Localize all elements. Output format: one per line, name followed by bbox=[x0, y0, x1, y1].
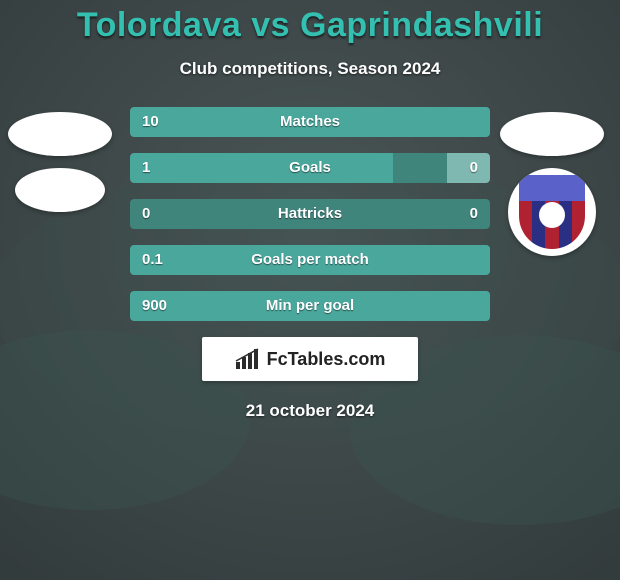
soccer-ball-icon bbox=[539, 202, 565, 228]
right-player-avatar-placeholder bbox=[500, 112, 604, 156]
right-club-badge bbox=[508, 168, 596, 256]
left-player-column bbox=[0, 112, 120, 224]
bar-label: Goals per match bbox=[130, 245, 490, 275]
bar-label: Matches bbox=[130, 107, 490, 137]
bar-label: Goals bbox=[130, 153, 490, 183]
bar-label: Min per goal bbox=[130, 291, 490, 321]
bar-value-right: 0 bbox=[470, 153, 478, 183]
stat-row: Min per goal900 bbox=[130, 291, 490, 321]
bar-value-left: 0.1 bbox=[142, 245, 163, 275]
bar-value-left: 900 bbox=[142, 291, 167, 321]
stat-bars: Matches10Goals10Hattricks00Goals per mat… bbox=[130, 107, 490, 321]
date-text: 21 october 2024 bbox=[0, 401, 620, 421]
stat-row: Goals1 0 bbox=[130, 153, 490, 183]
left-club-badge-placeholder bbox=[15, 168, 105, 212]
badge-top-panel bbox=[519, 175, 585, 201]
fctables-logo: FcTables.com bbox=[202, 337, 418, 381]
bar-label: Hattricks bbox=[130, 199, 490, 229]
stat-row: Goals per match0.1 bbox=[130, 245, 490, 275]
bar-value-left: 0 bbox=[142, 199, 150, 229]
page-title: Tolordava vs Gaprindashvili bbox=[0, 0, 620, 45]
bar-chart-icon bbox=[235, 348, 261, 370]
stat-row: Matches10 bbox=[130, 107, 490, 137]
bar-value-left: 10 bbox=[142, 107, 159, 137]
left-player-avatar-placeholder bbox=[8, 112, 112, 156]
right-player-column bbox=[492, 112, 612, 256]
club-badge-shield bbox=[519, 175, 585, 249]
logo-text: FcTables.com bbox=[267, 349, 386, 370]
bar-value-right: 0 bbox=[470, 199, 478, 229]
subtitle: Club competitions, Season 2024 bbox=[0, 59, 620, 79]
bar-value-left: 1 bbox=[142, 153, 150, 183]
stat-row: Hattricks0 0 bbox=[130, 199, 490, 229]
